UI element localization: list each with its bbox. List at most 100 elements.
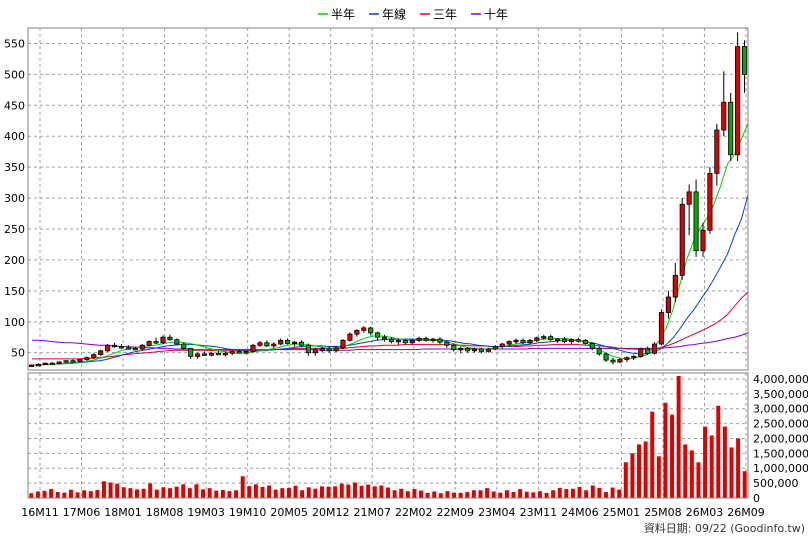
candle-body [735,46,741,156]
volume-tick-label: 500,000 [753,477,799,490]
legend-label-1: 年線 [382,7,406,22]
volume-bar [689,450,694,498]
price-tick-label: 100 [4,316,25,329]
volume-bar [49,489,54,498]
candle-body [402,339,408,344]
candle-body [714,129,720,174]
volume-bar [366,484,371,498]
volume-bar [293,485,298,498]
price-tick-label: 250 [4,223,25,236]
volume-bar [128,488,133,498]
volume-bar [333,486,338,498]
candle-body [423,338,429,341]
candle-body [527,339,533,344]
volume-bar [610,487,615,498]
candle-body [361,327,367,331]
legend-label-3: 十年 [484,8,508,22]
volume-bar [524,491,529,498]
candle-body [409,339,415,344]
volume-bar [346,484,351,498]
volume-bar [498,492,503,498]
candle-body [610,359,616,363]
volume-tick-label: 1,500,000 [753,447,808,460]
volume-bar [432,491,437,498]
volume-tick-label: 4,000,000 [753,373,808,386]
volume-bar [214,490,219,498]
candle-body [111,344,118,348]
volume-bar [643,441,648,498]
volume-bar [584,490,589,498]
volume-bar [359,485,364,498]
candle-body [167,336,173,341]
volume-bar [511,492,516,498]
volume-bar [590,485,595,498]
time-tick-label: 16M11 [21,506,59,519]
price-tick-label: 500 [4,68,25,81]
time-tick-label: 18M01 [104,506,142,519]
candle-body [91,354,97,359]
time-tick-label: 24M06 [561,506,599,519]
candle-body [561,338,568,342]
legend: 半年 年線 三年 十年 [318,7,508,22]
volume-bar [604,492,608,498]
volume-bar [313,488,318,498]
candle-body [49,362,55,366]
volume-bar [55,492,60,498]
price-tick-label: 550 [4,37,25,50]
candle-body [513,339,519,343]
candle-body [215,352,221,356]
candle-body [326,348,332,352]
volume-tick-label: 0 [753,492,760,505]
volume-bar [617,489,622,498]
candle-body [250,344,256,352]
volume-bar [148,483,153,498]
time-tick-label: 20M12 [312,506,350,519]
candle-body [437,338,443,343]
time-tick-label: 19M10 [229,506,267,519]
candle-body [444,341,450,346]
candle-body [98,350,104,355]
volume-tick-label: 1,000,000 [753,462,808,475]
candle-body [624,357,630,360]
volume-bar [187,488,192,498]
ma-three-year-line [32,291,749,360]
candle-body [520,339,526,344]
volume-bar [399,488,404,498]
footer-text: 資料日期: 09/22 (Goodinfo.tw) [644,521,805,535]
candle-body [465,347,471,352]
candle-body [312,349,318,354]
volume-bar [379,485,384,498]
candle-body [589,343,595,349]
candle-body [271,343,277,347]
volume-bar [419,490,424,498]
volume-bar [729,447,734,498]
price-tick-label: 150 [4,285,25,298]
volume-bar [339,483,344,498]
volume-bar [544,492,549,498]
volume-bar [372,486,377,498]
volume-bar [438,493,443,498]
volume-bar [115,483,120,498]
candle-body [568,339,575,342]
candle-body [70,360,76,363]
volume-panel-frame [27,372,749,499]
volume-bar [478,490,483,498]
time-tick-label: 22M02 [395,506,433,519]
candle-body [146,341,152,346]
ma-ten-year-line [32,332,749,351]
candle-body [638,348,644,357]
candle-body [492,346,498,350]
price-panel-frame [27,27,749,371]
volume-bar [319,486,324,498]
candle-body [499,343,505,347]
candle-body [84,357,90,360]
candle-body [63,360,69,363]
time-tick-label: 26M03 [686,506,724,519]
volume-bar [564,489,569,498]
time-tick-label: 25M08 [644,506,682,519]
volume-bar [491,491,496,498]
candle-body [28,364,35,367]
candle-body [430,338,436,341]
time-tick-label: 25M01 [603,506,641,519]
volume-tick-label: 2,500,000 [753,418,808,431]
